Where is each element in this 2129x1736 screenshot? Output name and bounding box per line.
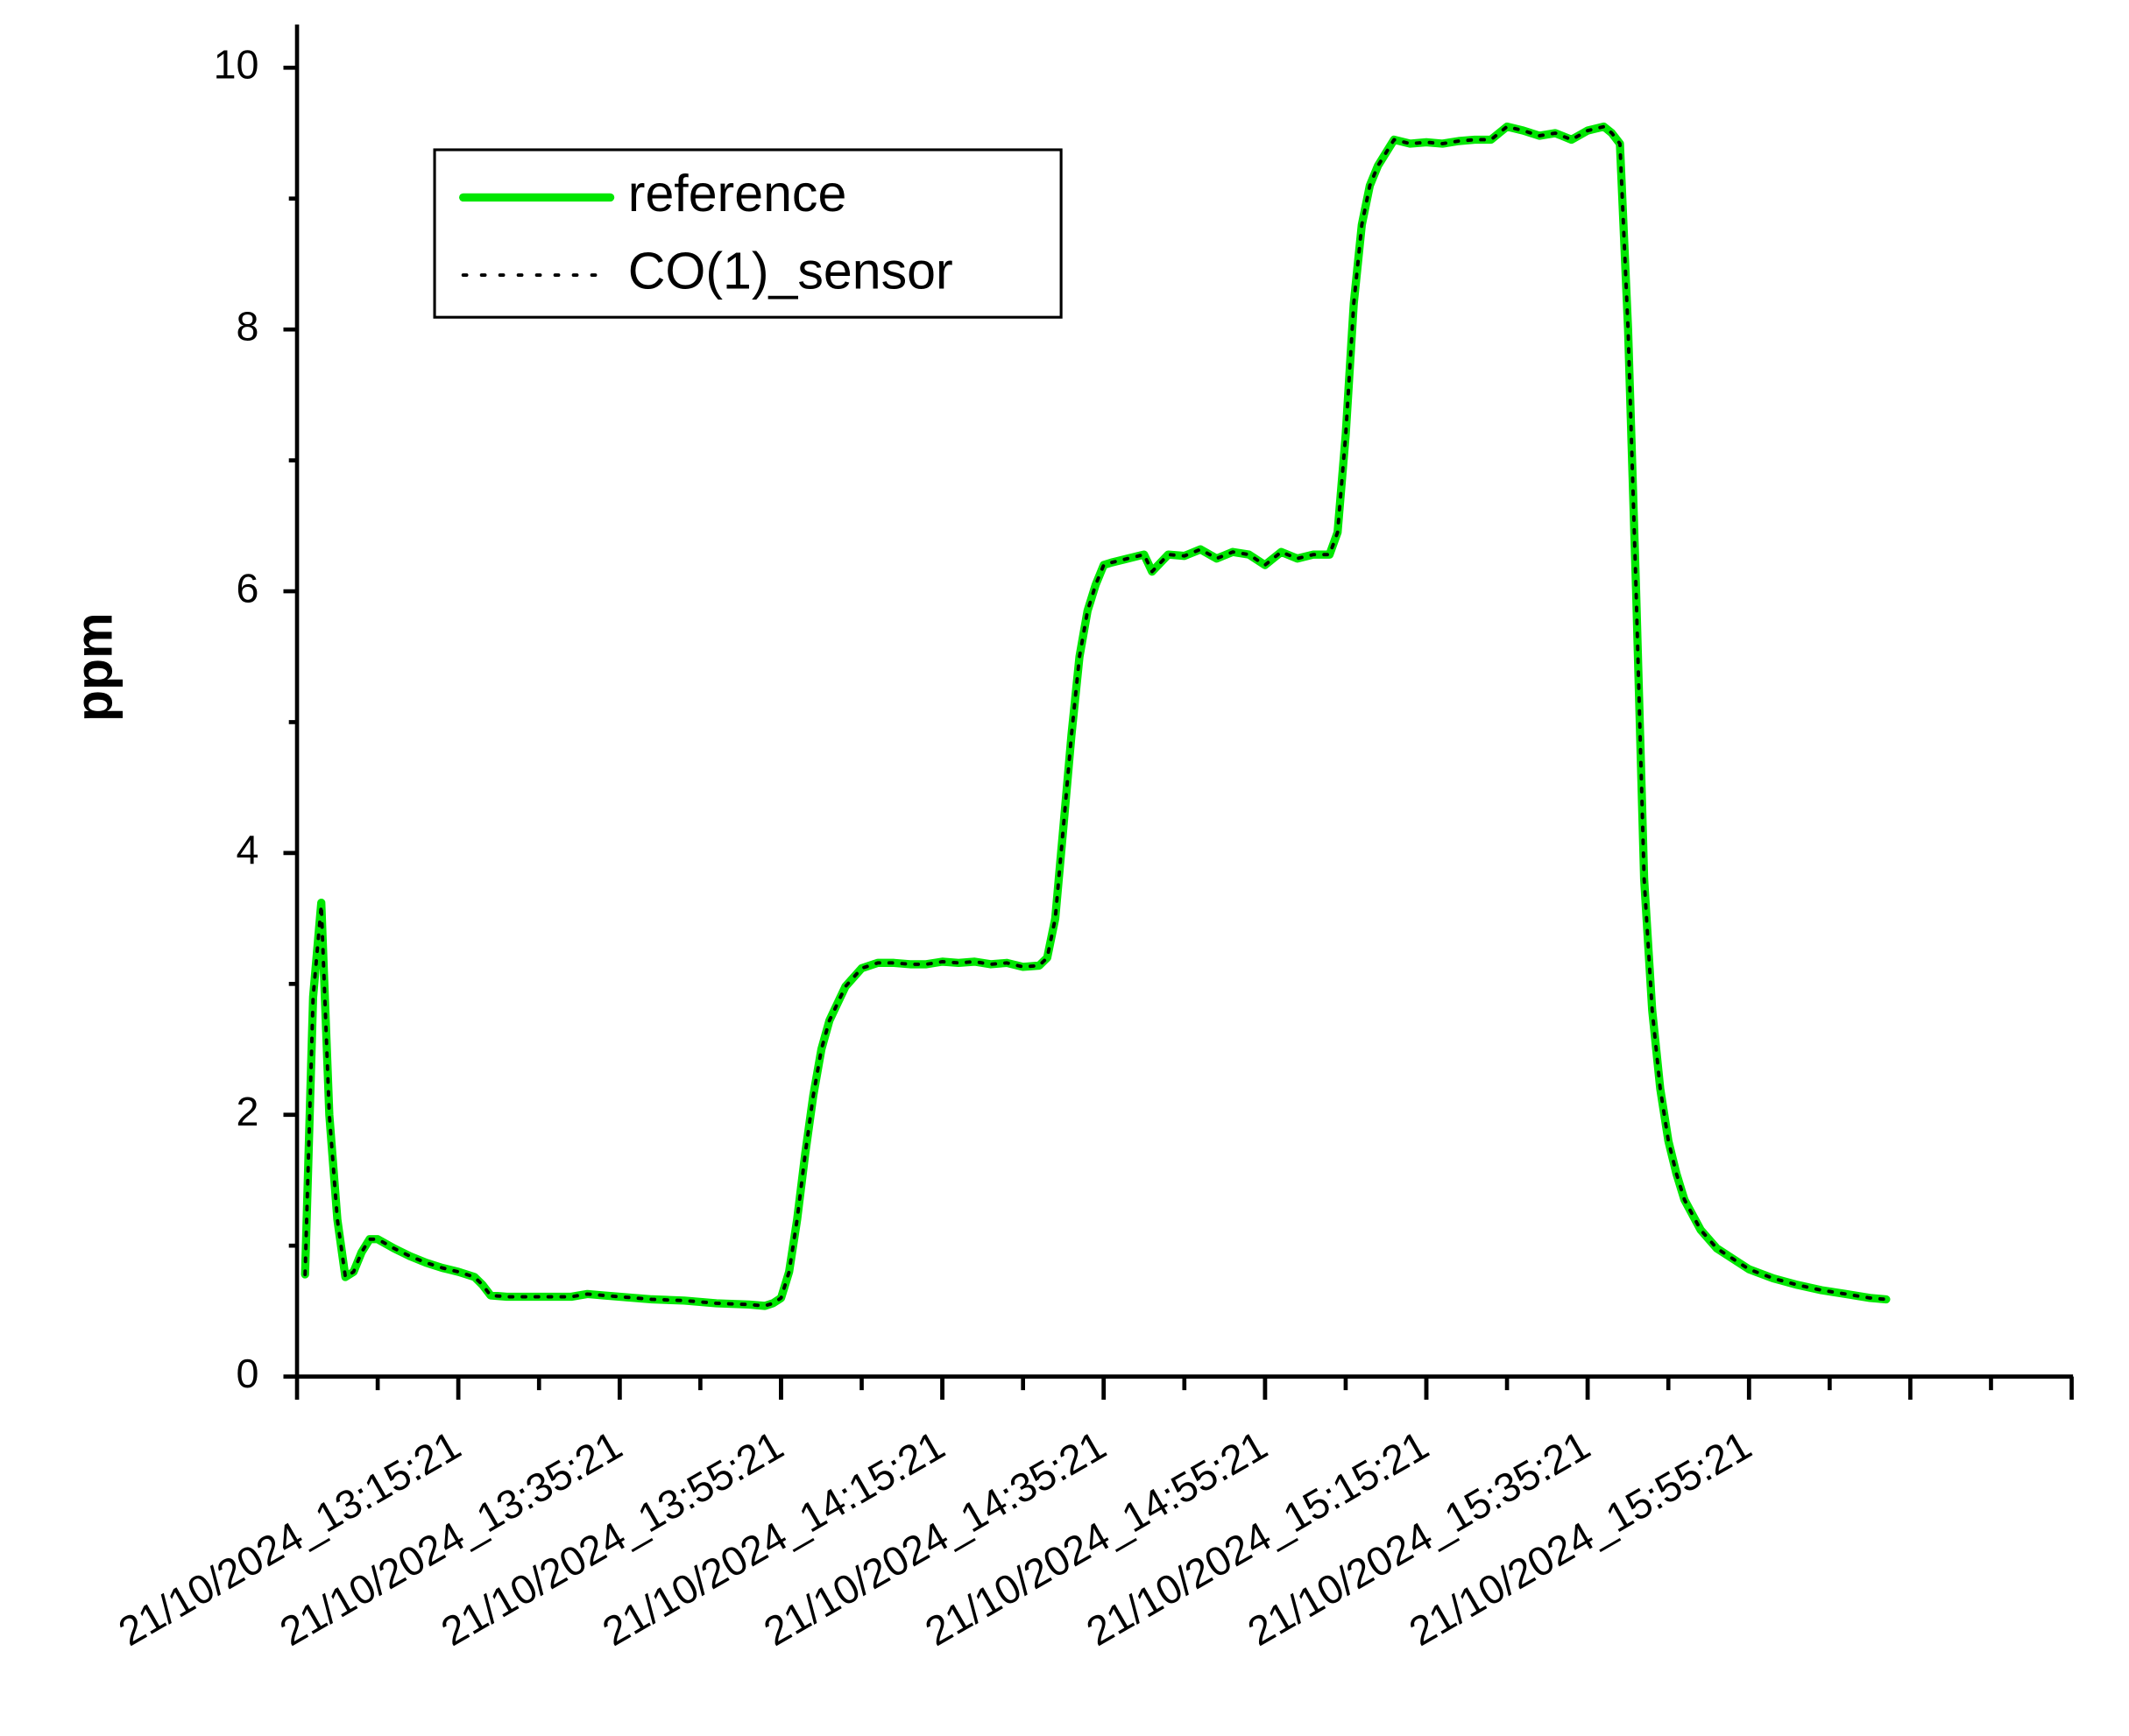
y-tick-label: 0 — [237, 1351, 259, 1396]
y-tick-label: 2 — [237, 1089, 259, 1134]
legend-box — [433, 148, 1063, 319]
y-axis-title: ppm — [66, 612, 124, 722]
y-tick-label: 4 — [237, 827, 259, 872]
legend-label: CO(1)_sensor — [628, 243, 953, 300]
y-tick-label: 10 — [214, 42, 259, 88]
y-tick-label: 6 — [237, 565, 259, 610]
series-line — [303, 124, 1888, 1308]
legend-label: reference — [628, 165, 847, 222]
y-tick-label: 8 — [237, 303, 259, 349]
